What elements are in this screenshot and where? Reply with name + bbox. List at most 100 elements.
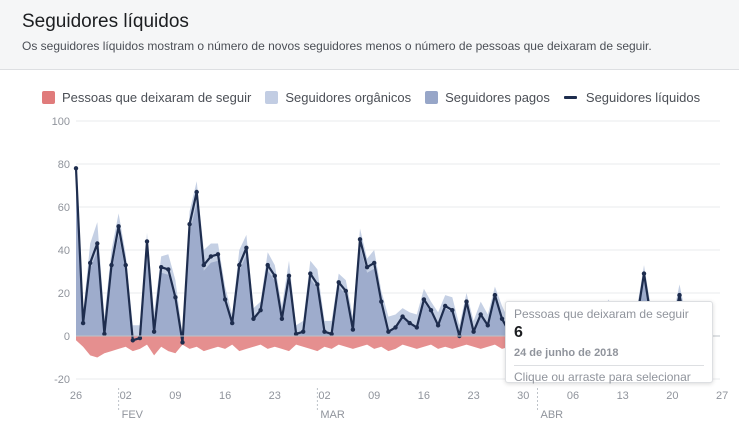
y-tick-label: 60 — [58, 202, 70, 214]
legend-item-organic[interactable]: Seguidores orgânicos — [265, 90, 411, 105]
legend-swatch-organic — [265, 90, 279, 104]
x-tick-label: 02 — [120, 390, 132, 402]
net-followers-point[interactable] — [244, 245, 249, 250]
net-followers-point[interactable] — [73, 166, 79, 171]
legend-label-net: Seguidores líquidos — [585, 89, 701, 105]
net-followers-point[interactable] — [407, 320, 412, 326]
net-followers-point[interactable] — [230, 320, 235, 326]
net-followers-point[interactable] — [336, 280, 341, 285]
net-followers-point[interactable] — [386, 329, 391, 334]
net-followers-point[interactable] — [237, 262, 242, 268]
net-followers-point[interactable] — [293, 331, 299, 337]
net-followers-point[interactable] — [315, 282, 320, 287]
x-tick-label: 23 — [467, 390, 479, 402]
net-followers-point[interactable] — [329, 331, 334, 337]
net-followers-point[interactable] — [279, 316, 285, 321]
legend-item-paid[interactable]: Seguidores pagos — [425, 90, 550, 105]
net-followers-point[interactable] — [485, 323, 490, 328]
y-tick-label: 40 — [58, 245, 70, 257]
y-tick-label: 80 — [58, 159, 70, 171]
net-followers-point[interactable] — [400, 314, 405, 319]
net-followers-point[interactable] — [187, 222, 192, 227]
net-followers-point[interactable] — [123, 262, 128, 268]
net-followers-point[interactable] — [677, 292, 682, 298]
net-followers-point[interactable] — [641, 271, 647, 276]
net-followers-point[interactable] — [102, 331, 107, 337]
net-followers-point[interactable] — [443, 303, 448, 309]
net-followers-point[interactable] — [435, 323, 441, 328]
x-tick-label: 23 — [269, 390, 281, 402]
net-followers-point[interactable] — [464, 299, 469, 304]
month-label: ABR — [541, 409, 564, 421]
tooltip-divider — [514, 365, 704, 366]
tooltip-value: 6 — [514, 324, 523, 341]
page-header: Seguidores líquidos Os seguidores líquid… — [0, 0, 739, 70]
legend-label-organic: Seguidores orgânicos — [285, 89, 412, 105]
net-followers-point[interactable] — [265, 262, 270, 268]
net-followers-point[interactable] — [166, 267, 171, 272]
net-followers-point[interactable] — [95, 241, 100, 246]
tooltip-hint: Clique ou arraste para selecionar — [514, 370, 691, 384]
y-tick-label: 0 — [64, 331, 70, 343]
net-followers-point[interactable] — [428, 308, 434, 313]
net-followers-point[interactable] — [151, 329, 157, 334]
net-followers-point[interactable] — [450, 308, 455, 313]
net-followers-point[interactable] — [499, 316, 505, 321]
net-followers-point[interactable] — [492, 292, 498, 298]
net-followers-point[interactable] — [222, 297, 228, 302]
legend-label-paid: Seguidores pagos — [445, 89, 550, 105]
net-followers-point[interactable] — [116, 224, 121, 229]
net-followers-point[interactable] — [208, 254, 214, 259]
x-tick-label: 13 — [617, 390, 629, 402]
x-tick-label: 06 — [567, 390, 579, 402]
net-followers-point[interactable] — [343, 288, 348, 294]
y-tick-label: 100 — [52, 116, 70, 128]
page-subtitle: Os seguidores líquidos mostram o número … — [22, 39, 652, 53]
net-followers-point[interactable] — [364, 265, 370, 270]
net-followers-point[interactable] — [379, 299, 384, 304]
net-followers-point[interactable] — [144, 239, 150, 244]
net-followers-point[interactable] — [471, 329, 476, 334]
month-label: FEV — [122, 409, 144, 421]
net-followers-point[interactable] — [322, 329, 327, 334]
y-tick-label: -20 — [54, 374, 70, 386]
net-followers-point[interactable] — [251, 316, 256, 321]
x-tick-label: 27 — [716, 390, 728, 402]
legend-item-unfollows[interactable]: Pessoas que deixaram de seguir — [42, 90, 251, 105]
tooltip-label: Pessoas que deixaram de seguir — [514, 307, 689, 321]
net-followers-point[interactable] — [372, 260, 377, 266]
y-tick-label: 20 — [58, 288, 70, 300]
net-followers-point[interactable] — [301, 329, 306, 334]
net-followers-point[interactable] — [357, 237, 363, 242]
net-followers-point[interactable] — [130, 338, 135, 343]
net-followers-point[interactable] — [272, 273, 277, 278]
net-followers-point[interactable] — [159, 265, 164, 270]
paid-followers-area — [76, 181, 694, 336]
legend-item-net[interactable]: Seguidores líquidos — [563, 89, 701, 105]
net-followers-point[interactable] — [173, 295, 178, 300]
net-followers-point[interactable] — [194, 189, 199, 195]
x-tick-label: 26 — [70, 390, 82, 402]
x-tick-label: 16 — [418, 390, 430, 402]
page-title: Seguidores líquidos — [22, 11, 189, 32]
chart-legend: Pessoas que deixaram de seguir Seguidore… — [42, 88, 714, 106]
net-followers-point[interactable] — [180, 340, 185, 345]
net-followers-point[interactable] — [478, 312, 483, 317]
net-followers-point[interactable] — [201, 262, 206, 268]
net-followers-point[interactable] — [414, 325, 419, 330]
net-followers-point[interactable] — [137, 335, 143, 341]
net-followers-point[interactable] — [258, 308, 263, 313]
net-followers-point[interactable] — [421, 297, 427, 302]
month-label: MAR — [320, 409, 345, 421]
net-followers-point[interactable] — [393, 325, 398, 330]
net-followers-point[interactable] — [88, 260, 93, 266]
net-followers-point[interactable] — [109, 262, 114, 268]
x-tick-label: 30 — [517, 390, 529, 402]
x-tick-label: 09 — [368, 390, 380, 402]
net-followers-point[interactable] — [215, 252, 221, 257]
net-followers-point[interactable] — [286, 273, 292, 278]
tooltip-date: 24 de junho de 2018 — [514, 347, 619, 359]
net-followers-point[interactable] — [80, 320, 86, 326]
net-followers-point[interactable] — [350, 327, 356, 332]
net-followers-point[interactable] — [308, 271, 313, 276]
